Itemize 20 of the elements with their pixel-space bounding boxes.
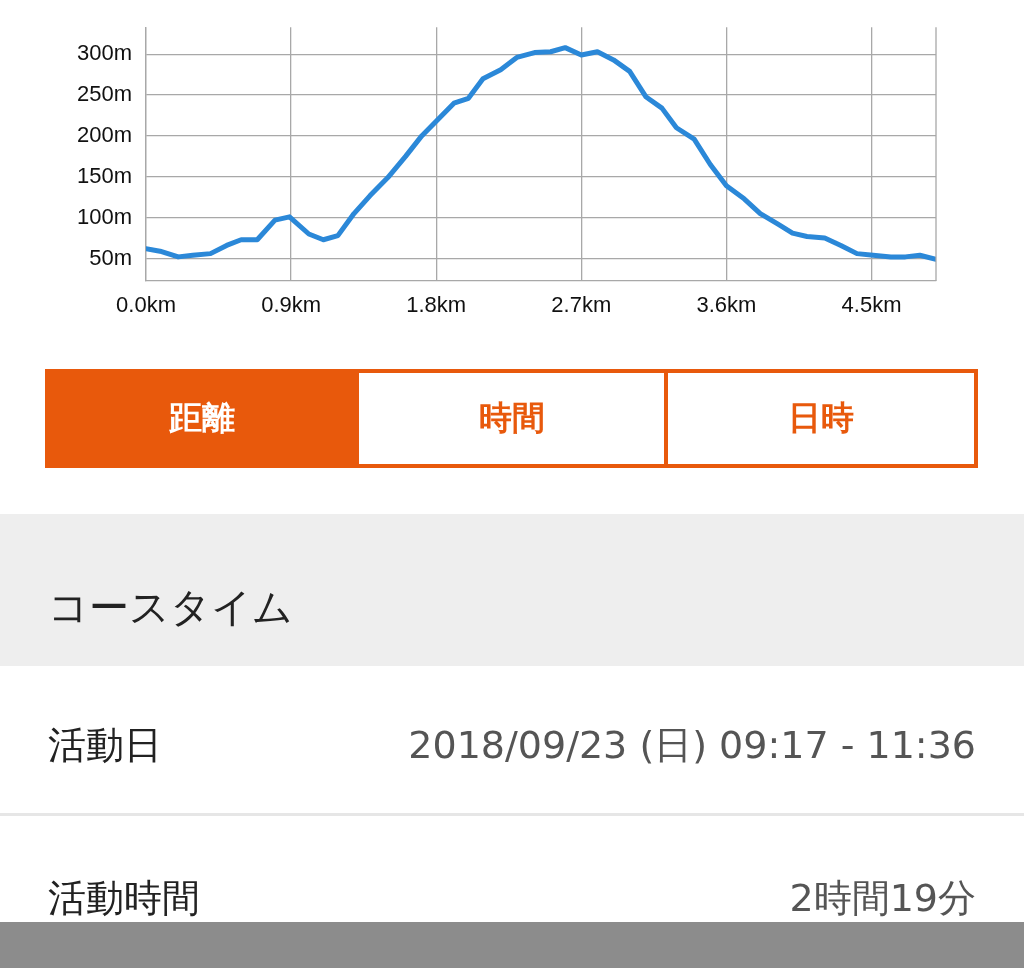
x-tick-label: 2.7km xyxy=(551,292,612,318)
y-tick-label: 150m xyxy=(76,162,132,188)
y-tick-label: 50m xyxy=(89,244,132,270)
y-tick-label: 200m xyxy=(76,121,132,147)
text: コースタイム xyxy=(48,583,293,632)
x-tick-label: 3.6km xyxy=(696,292,757,318)
text: 2時間19分 xyxy=(789,875,976,922)
text: 活動日 xyxy=(48,722,162,769)
text: 時間 xyxy=(354,373,665,464)
y-tick-label: 250m xyxy=(76,81,132,107)
x-tick-label: 0.9km xyxy=(261,292,322,318)
y-tick-label: 300m xyxy=(76,40,132,66)
text: 距離 xyxy=(49,373,355,464)
text: 活動時間 xyxy=(48,875,200,922)
y-tick-label: 100m xyxy=(76,203,132,229)
text: 日時 xyxy=(664,373,975,464)
x-tick-label: 1.8km xyxy=(406,292,467,318)
x-tick-label: 4.5km xyxy=(841,292,902,318)
text: 2018/09/23 (日) 09:17 - 11:36 xyxy=(408,722,976,769)
x-tick-label: 0.0km xyxy=(116,292,176,318)
